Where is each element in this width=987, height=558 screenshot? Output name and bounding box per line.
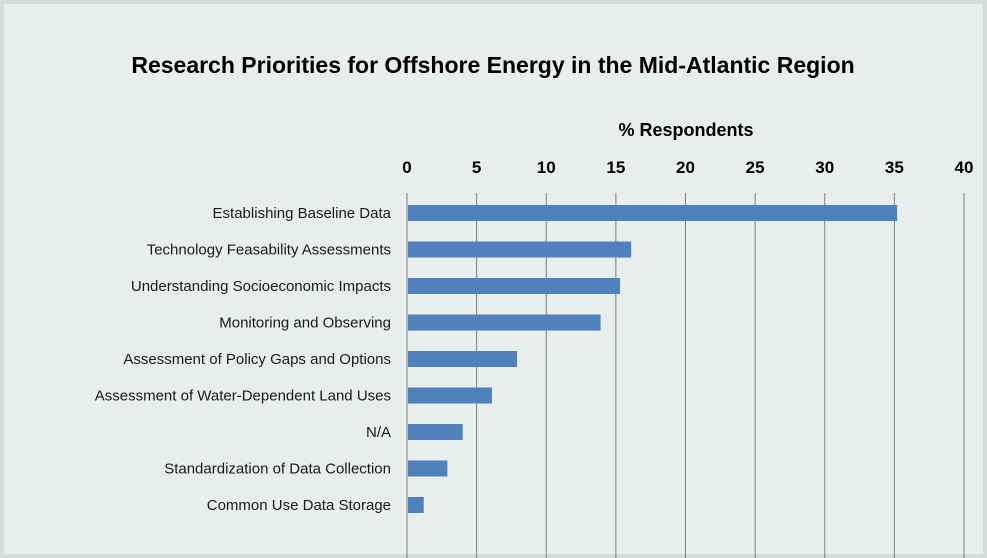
bar bbox=[408, 241, 632, 258]
bars bbox=[408, 205, 898, 513]
x-tick-label: 5 bbox=[472, 158, 481, 177]
category-label: Assessment of Policy Gaps and Options bbox=[123, 351, 391, 368]
bar bbox=[408, 278, 621, 294]
bar bbox=[408, 205, 898, 221]
category-label: Technology Feasability Assessments bbox=[147, 242, 391, 259]
bar bbox=[408, 497, 424, 513]
bar bbox=[408, 351, 518, 367]
category-labels: Establishing Baseline Data Technology Fea… bbox=[95, 205, 392, 514]
x-tick-label: 10 bbox=[537, 158, 556, 177]
category-label: Monitoring and Observing bbox=[219, 315, 391, 332]
category-label: Understanding Socioeconomic Impacts bbox=[131, 278, 391, 295]
category-label: Assessment of Water-Dependent Land Uses bbox=[95, 388, 391, 405]
bar bbox=[408, 387, 492, 404]
bar bbox=[408, 460, 448, 477]
x-tick-label: 35 bbox=[885, 158, 904, 177]
x-tick-label: 20 bbox=[676, 158, 695, 177]
chart-title: Research Priorities for Offshore Energy … bbox=[131, 52, 854, 78]
x-axis-title: % Respondents bbox=[618, 120, 753, 140]
category-label: N/A bbox=[366, 424, 391, 441]
category-label: Common Use Data Storage bbox=[207, 497, 391, 514]
x-tick-label: 40 bbox=[955, 158, 974, 177]
tick-labels: 0 5 10 15 20 25 30 35 40 bbox=[402, 158, 973, 177]
x-tick-label: 25 bbox=[746, 158, 765, 177]
x-tick-label: 15 bbox=[606, 158, 625, 177]
category-label: Standardization of Data Collection bbox=[164, 461, 391, 478]
bar bbox=[408, 424, 463, 440]
x-tick-label: 30 bbox=[815, 158, 834, 177]
category-label: Establishing Baseline Data bbox=[213, 205, 392, 222]
bar bbox=[408, 314, 601, 331]
x-tick-label: 0 bbox=[402, 158, 411, 177]
